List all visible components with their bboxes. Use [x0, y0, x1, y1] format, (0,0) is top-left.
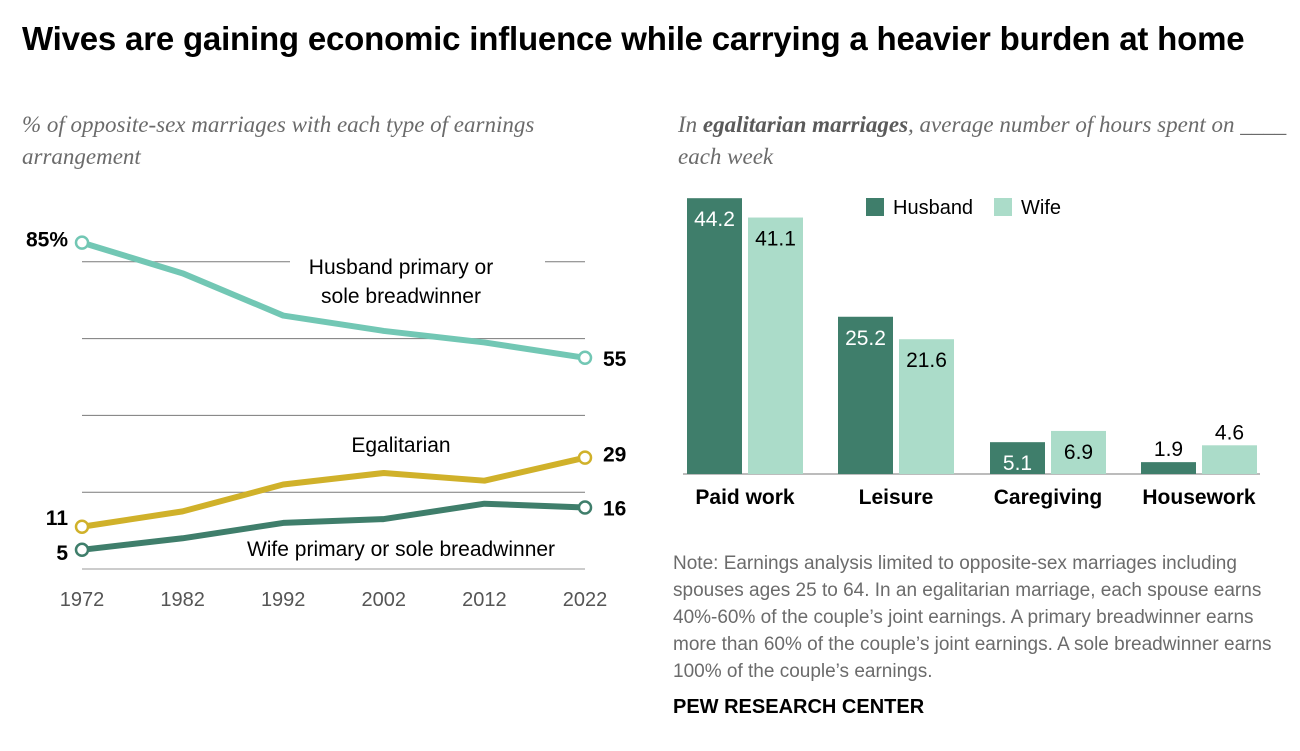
subtitle-emphasis: egalitarian marriages: [702, 112, 909, 137]
subtitle-suffix: , average number of hours spent on ____ …: [678, 112, 1287, 169]
bar-value-label: 1.9: [1154, 438, 1183, 461]
category-label: Caregiving: [994, 486, 1103, 509]
series-line: [79, 239, 588, 361]
line-chart: 1972 1982 1992 2002 2012 2022 85% 55 Husband pri…: [26, 229, 627, 611]
bar-value-label: 25.2: [845, 327, 886, 350]
bar-husband: [838, 316, 893, 474]
category-label: Housework: [1142, 486, 1256, 509]
bar-value-label: 41.1: [755, 228, 796, 251]
x-tick-label: 2012: [462, 589, 507, 611]
legend-swatch: [994, 198, 1012, 216]
bar-husband: [990, 442, 1045, 474]
x-tick-label: 1982: [160, 589, 205, 611]
legend-label: Wife: [1021, 197, 1061, 219]
bar-wife: [1202, 445, 1257, 474]
series-line: [79, 500, 588, 553]
bar-husband: [687, 198, 742, 474]
x-tick-label: 2002: [362, 589, 407, 611]
page-title: Wives are gaining economic influence whi…: [22, 20, 1245, 57]
bar-value-label: 21.6: [906, 349, 947, 372]
series-start-label: 11: [46, 507, 69, 530]
legend-label: Husband: [893, 197, 973, 219]
series-name-label: Egalitarian: [351, 434, 450, 457]
bar-wife: [1051, 430, 1106, 474]
line-chart-subtitle: % of opposite-sex marriages with each ty…: [22, 112, 535, 169]
x-tick-label: 1992: [261, 589, 306, 611]
subtitle-prefix: In: [678, 112, 698, 137]
bar-value-label: 4.6: [1215, 421, 1244, 444]
legend-swatch: [866, 198, 884, 216]
series-line: [79, 454, 588, 530]
endpoint-marker: [74, 519, 90, 535]
series-start-label: 85%: [26, 229, 68, 252]
series-end-label: 29: [603, 444, 626, 467]
x-tick-label: 2022: [563, 589, 608, 611]
category-label: Leisure: [859, 486, 934, 509]
series-name-line: Husband primary or: [309, 256, 493, 279]
series-name-label: Wife primary or sole breadwinner: [247, 538, 555, 561]
series-start-label: 5: [56, 542, 68, 565]
series-end-label: 16: [603, 498, 626, 521]
bar-chart-subtitle: In egalitarian marriages, average number…: [678, 109, 1288, 173]
endpoint-marker: [577, 350, 593, 366]
bar-value-label: 5.1: [1003, 452, 1032, 475]
category-label: Paid work: [695, 486, 795, 509]
series-name-label: Husband primary or sole breadwinner: [309, 256, 493, 308]
bar-value-label: 44.2: [694, 208, 735, 231]
bar-wife: [748, 217, 803, 474]
chart-note: Note: Earnings analysis limited to oppos…: [673, 553, 1272, 682]
endpoint-marker: [577, 450, 593, 465]
series-end-label: 55: [603, 348, 627, 371]
endpoint-marker: [74, 542, 90, 558]
bar-wife: [899, 339, 954, 474]
bar-value-label: 6.9: [1064, 441, 1093, 464]
endpoint-marker: [74, 235, 90, 250]
series-name-line: sole breadwinner: [321, 285, 481, 308]
bar-husband: [1141, 462, 1196, 474]
x-tick-label: 1972: [60, 589, 105, 611]
endpoint-marker: [577, 500, 593, 515]
source-credit: PEW RESEARCH CENTER: [673, 696, 925, 718]
